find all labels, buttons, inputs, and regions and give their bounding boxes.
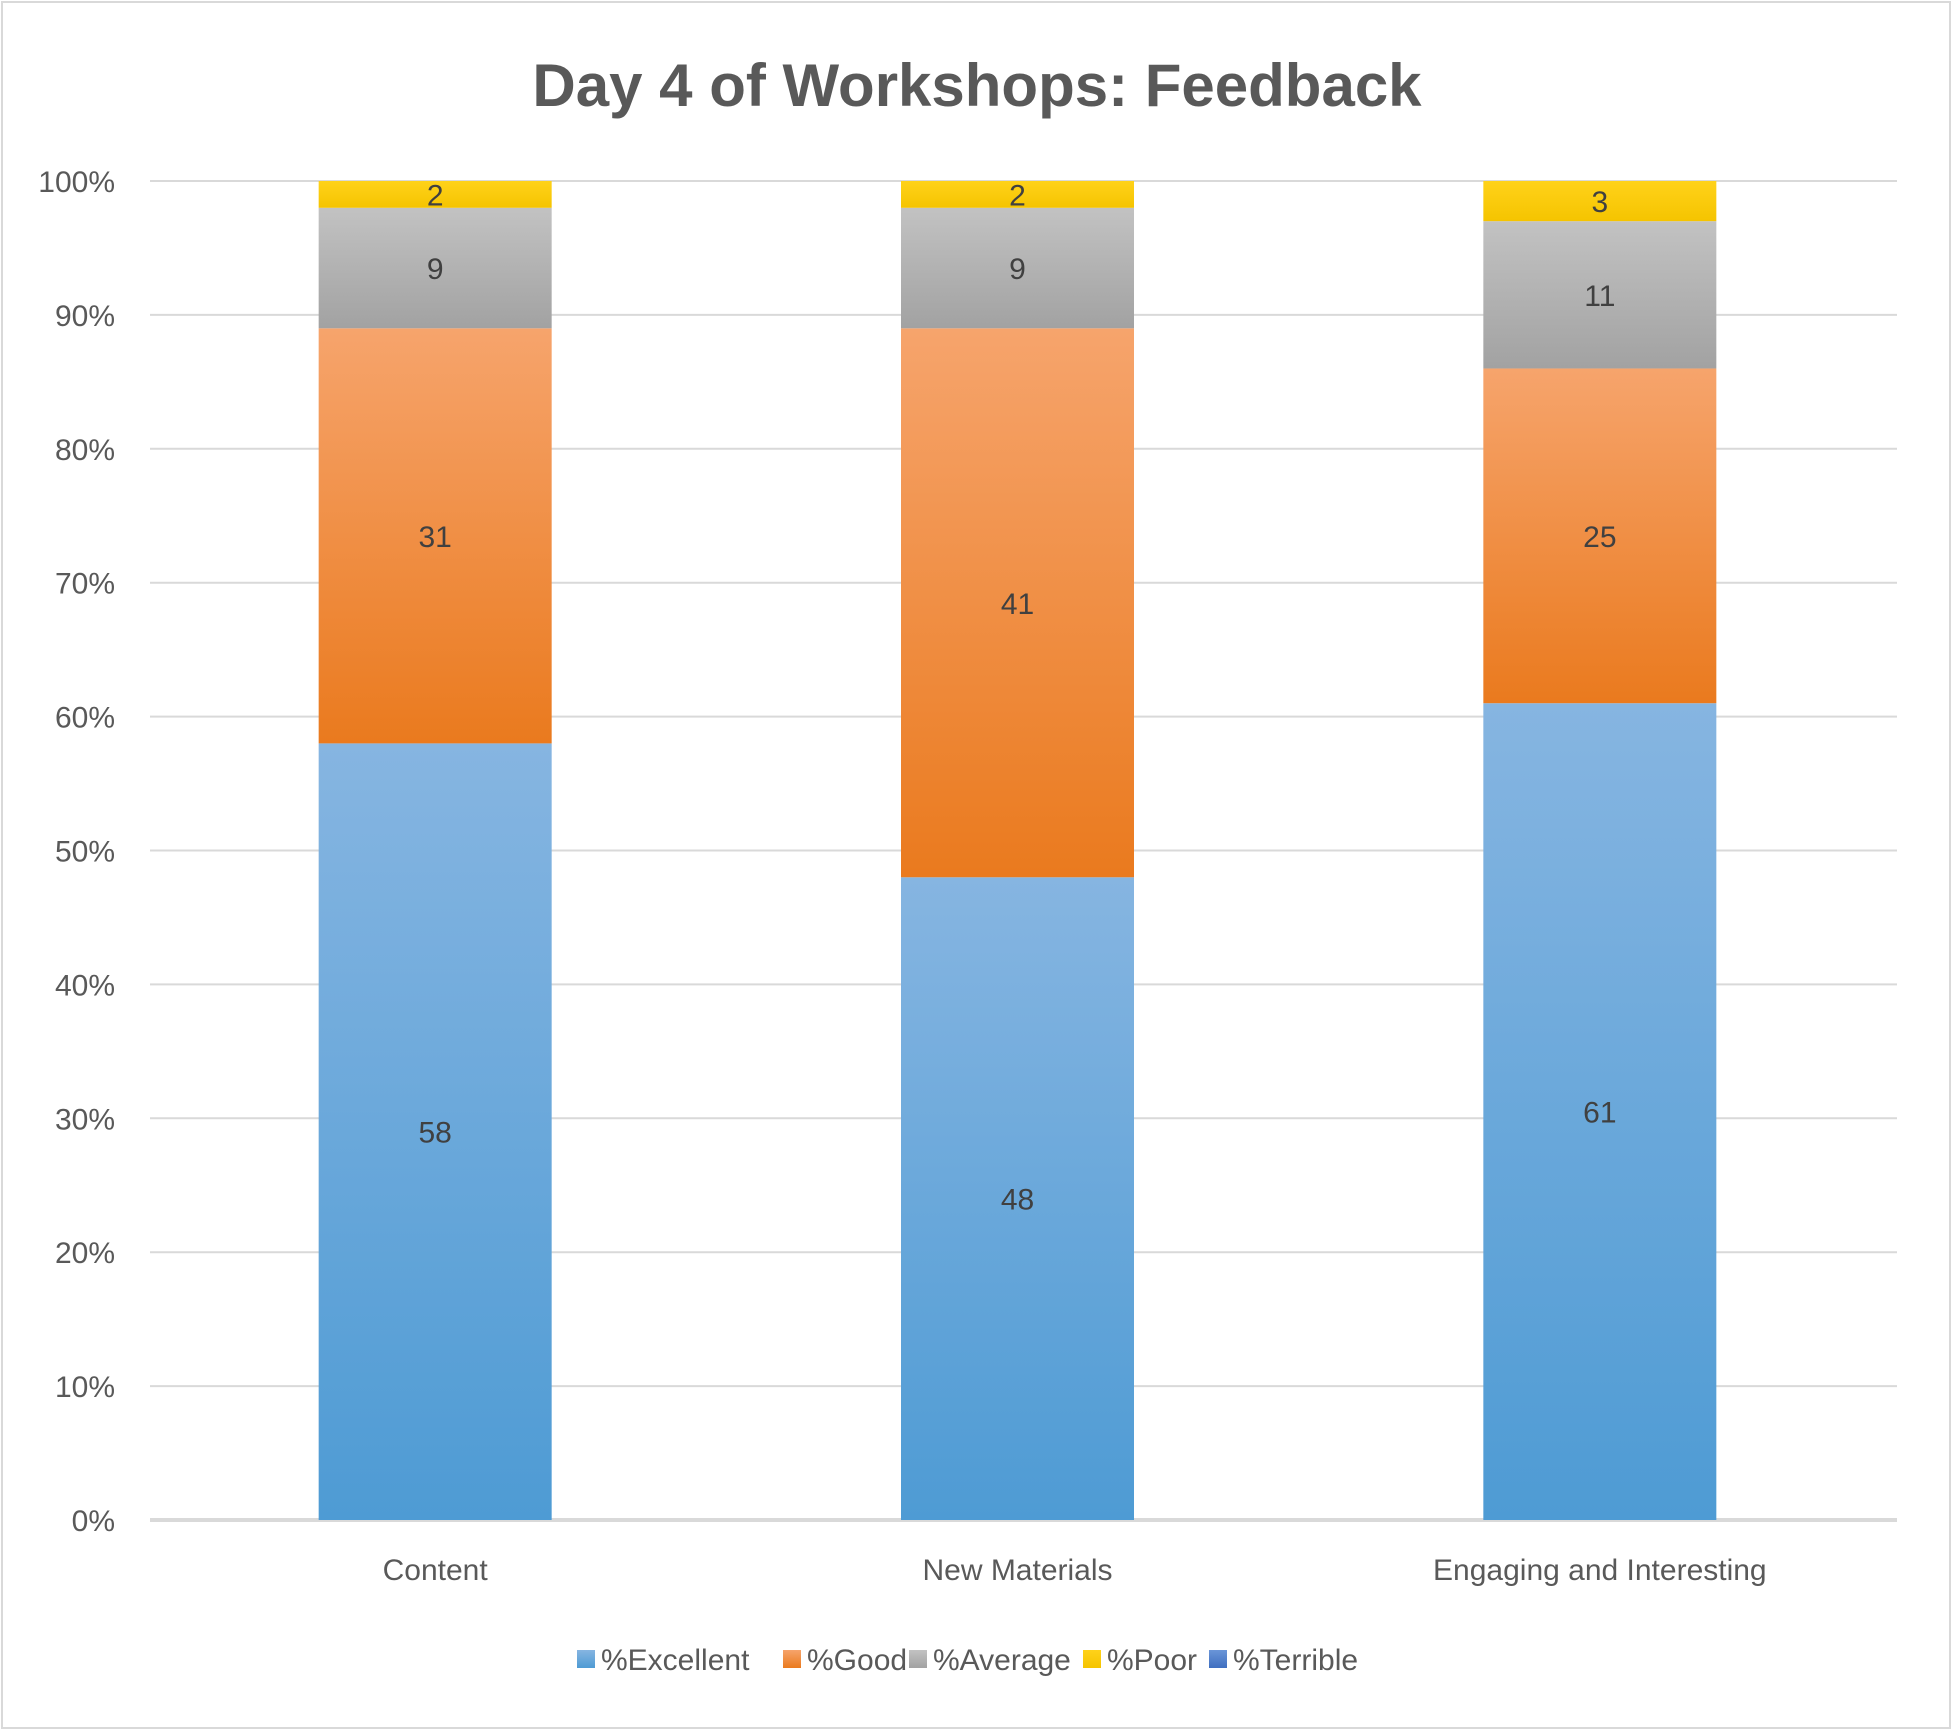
y-tick-label: 70% (55, 568, 115, 601)
y-tick-label: 60% (55, 702, 115, 735)
bar-segment (1483, 703, 1717, 1520)
y-tick-label: 0% (72, 1505, 115, 1538)
data-label: 9 (1009, 253, 1026, 286)
legend-swatch (1209, 1650, 1227, 1668)
legend-swatch (577, 1650, 595, 1668)
y-tick-label: 40% (55, 969, 115, 1002)
bar-segment (1483, 368, 1717, 704)
legend: %Excellent %Good %Average %Poor %Terrible (577, 1644, 1358, 1677)
data-label: 48 (1001, 1184, 1034, 1217)
data-label: 25 (1583, 521, 1616, 554)
y-tick-label: 100% (38, 166, 115, 199)
y-tick-label: 50% (55, 836, 115, 869)
x-axis: Content New Materials Engaging and Interes… (383, 1554, 1767, 1587)
legend-label: %Average (933, 1644, 1071, 1677)
chart-title: Day 4 of Workshops: Feedback (532, 52, 1422, 119)
bar-segment (901, 181, 1134, 208)
x-tick-label: Content (383, 1554, 489, 1587)
y-axis: 0% 10% 20% 30% 40% 50% 60% 70% 80% 90% 100% (38, 166, 115, 1538)
legend-swatch (909, 1650, 927, 1668)
bar-segment (318, 207, 552, 329)
bar-segment (901, 207, 1134, 329)
bar-segment (901, 328, 1134, 878)
legend-label: %Good (807, 1644, 907, 1677)
y-tick-label: 80% (55, 434, 115, 467)
legend-item: %Average (909, 1644, 1071, 1677)
data-label: 58 (418, 1117, 451, 1150)
legend-label: %Poor (1107, 1644, 1197, 1677)
legend-item: %Terrible (1209, 1644, 1358, 1677)
bar-segment (318, 181, 552, 208)
legend-item: %Excellent (577, 1644, 750, 1677)
legend-label: %Excellent (601, 1644, 750, 1677)
y-tick-label: 10% (55, 1371, 115, 1404)
data-label: 2 (427, 179, 444, 212)
data-label: 9 (427, 253, 444, 286)
legend-item: %Poor (1083, 1644, 1197, 1677)
bar-segment (901, 877, 1134, 1520)
data-label: 41 (1001, 588, 1034, 621)
bar-segment (318, 743, 552, 1520)
bar-segment (318, 328, 552, 744)
bar-segment (1483, 181, 1717, 222)
y-tick-label: 20% (55, 1237, 115, 1270)
bar-segment (1483, 221, 1717, 369)
y-tick-label: 90% (55, 300, 115, 333)
legend-item: %Good (783, 1644, 907, 1677)
data-label: 2 (1009, 179, 1026, 212)
data-label: 3 (1591, 186, 1608, 219)
data-label: 61 (1583, 1097, 1616, 1130)
x-tick-label: New Materials (922, 1554, 1112, 1587)
data-label: 11 (1584, 280, 1615, 313)
y-tick-label: 30% (55, 1103, 115, 1136)
legend-swatch (783, 1650, 801, 1668)
x-tick-label: Engaging and Interesting (1433, 1554, 1767, 1587)
legend-label: %Terrible (1233, 1644, 1358, 1677)
bars: 58 31 9 2 48 41 9 2 61 25 11 3 (318, 179, 1717, 1520)
legend-swatch (1083, 1650, 1101, 1668)
data-label: 31 (418, 521, 451, 554)
